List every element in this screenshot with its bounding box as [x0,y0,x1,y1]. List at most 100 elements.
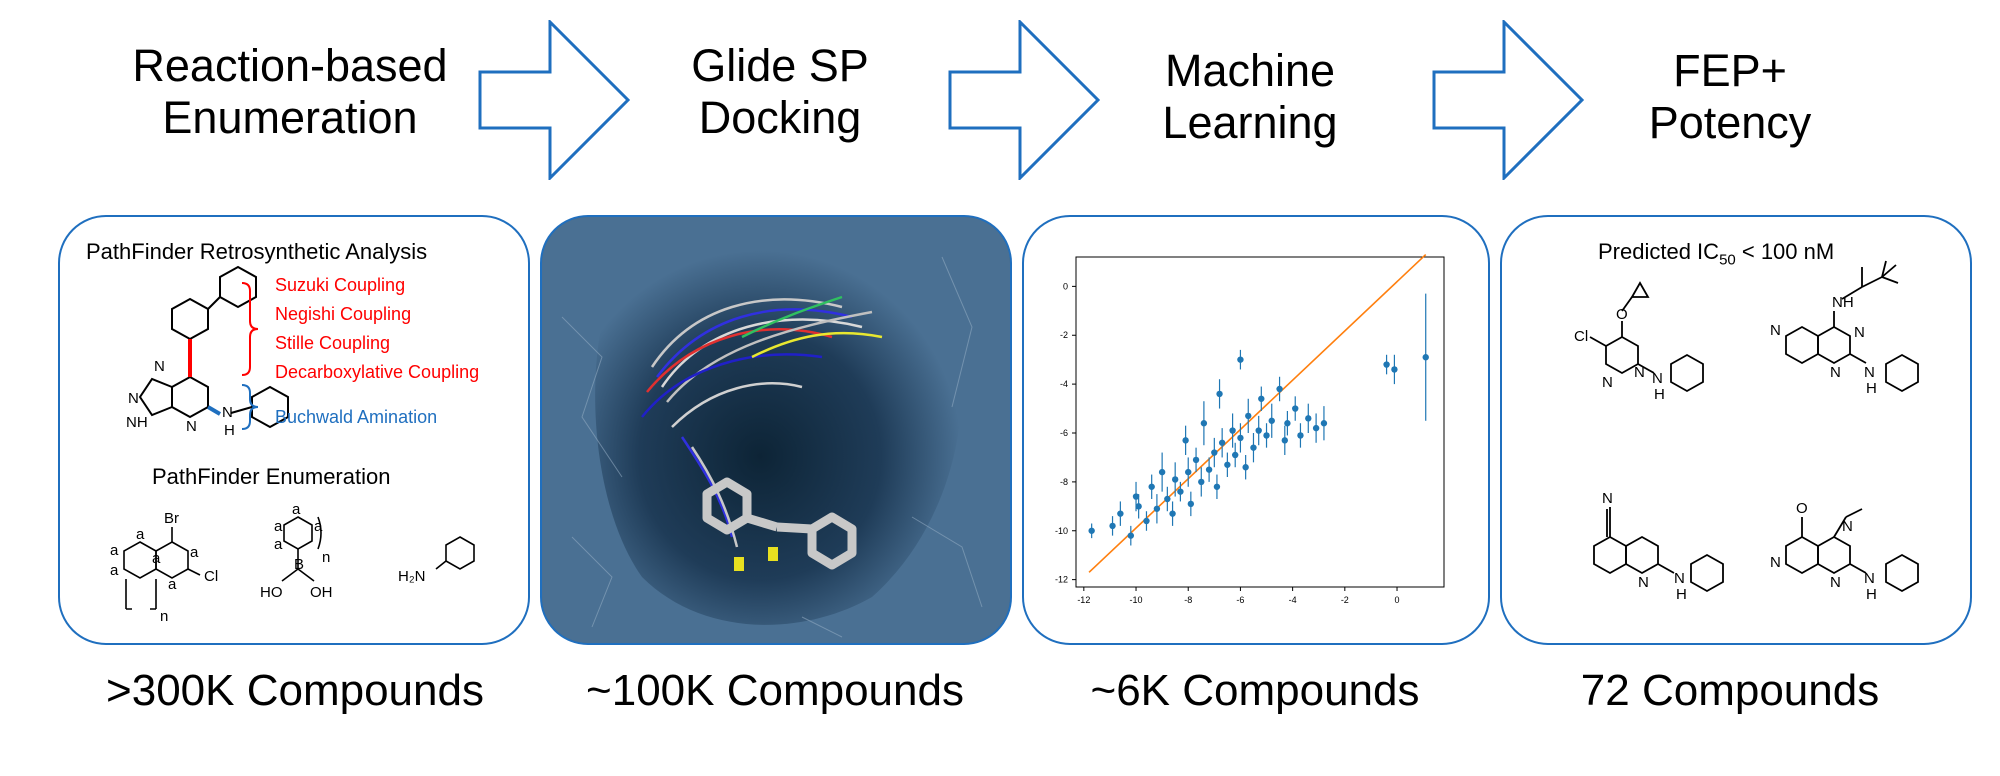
heading-subscript: 50 [1719,251,1736,269]
atom-label: N [1770,322,1781,339]
data-point [1213,483,1221,490]
atom-label: Cl [204,568,218,585]
panel-heading: PathFinder Retrosynthetic Analysis [86,239,428,264]
data-point [1224,461,1231,468]
x-tick-label: -8 [1184,595,1192,605]
reaction-suzuki: Suzuki Coupling [275,275,406,295]
flow-arrow-icon [478,20,630,180]
x-tick-label: -12 [1077,595,1090,605]
data-point [1312,424,1320,432]
y-tick-label: -8 [1060,477,1068,487]
stage-title-line1: Glide SP [691,40,869,91]
data-point [1281,437,1288,444]
atom-label: N [1854,324,1865,341]
data-point [1169,510,1176,517]
stage-title-fep: FEP+ Potency [1590,45,1870,149]
atom-label: N [154,358,165,375]
atom-label: H [1676,586,1687,603]
y-tick-label: -4 [1060,379,1068,389]
data-point [1127,532,1135,539]
amination-bond [206,405,222,416]
data-point [1135,503,1142,510]
ml-scatter-chart: -12 -10 -8 -6 -4 -2 0 0 -2 -4 -6 -8 -10 -12 [1055,253,1445,605]
y-tick-label: -2 [1060,330,1068,340]
atom-label: N [1652,370,1663,387]
data-point [1216,390,1223,398]
data-point [1182,437,1189,444]
atom-label: a [168,576,177,593]
atom-label: N [186,418,197,435]
data-point [1255,427,1262,434]
panel-subheading: PathFinder Enumeration [152,464,391,489]
atom-label: a [314,518,323,535]
atom-label: Br [164,510,179,527]
data-point [1237,356,1244,363]
atom-label: NH [126,414,148,431]
data-point [1185,468,1192,476]
data-point [1242,464,1249,471]
stage-title-line1: FEP+ [1673,45,1787,96]
count-docking: ~100K Compounds [586,666,964,715]
data-point [1276,385,1283,393]
data-point [1192,456,1200,464]
data-point [1229,427,1236,434]
reaction-buchwald: Buchwald Amination [275,407,438,427]
atom-label: N [1602,490,1613,507]
data-point [1263,432,1270,439]
atom-label: a [110,542,119,559]
flow-arrow-icon [1432,20,1584,180]
data-point [1158,468,1166,476]
data-point [1153,505,1161,512]
data-point [1187,500,1195,508]
atom-label: N [1830,364,1841,381]
stage-title-machine-learning: Machine Learning [1110,45,1390,149]
atom-label: NH [1832,294,1854,311]
atom-label: a [274,518,283,535]
atom-label: a [190,544,199,561]
y-tick-label: -6 [1060,428,1068,438]
atom-label: n [322,549,330,566]
data-point [1211,449,1218,456]
stage-title-line2: Potency [1648,97,1812,148]
atom-label: N [1770,554,1781,571]
data-point [1205,466,1213,473]
stage-title-line2: Docking [698,92,862,143]
count-fep: 72 Compounds [1580,666,1880,715]
data-point [1232,451,1239,459]
atom-label: N [128,390,139,407]
data-point [1320,420,1328,427]
reaction-negishi: Negishi Coupling [275,304,412,324]
heading-suffix: < 100 nM [1735,239,1835,264]
data-point [1391,366,1398,373]
x-tick-label: 0 [1395,595,1400,605]
data-point [1245,412,1252,420]
y-tick-label: 0 [1063,281,1068,291]
atom-label: N [222,404,233,421]
atom-label: N [1674,570,1685,587]
data-point [1218,439,1226,446]
data-point [1422,354,1429,361]
data-point [1250,444,1257,451]
biphenyl-purine-structure: N N NH N N H Br Cl a a a a a a n a a a a… [110,265,475,625]
count-machine-learning: ~6K Compounds [1090,666,1420,715]
stage-title-line1: Machine [1164,45,1336,96]
data-point [1132,493,1140,500]
x-tick-label: -10 [1130,595,1143,605]
atom-label: HO [260,584,283,601]
data-point [1268,417,1275,424]
data-point [1088,527,1095,534]
stage-title-docking: Glide SP Docking [640,40,920,144]
x-tick-label: -2 [1341,595,1349,605]
atom-label: N [1864,364,1875,381]
atom-label: H [1866,586,1877,603]
panel-machine-learning: -12 -10 -8 -6 -4 -2 0 0 -2 -4 -6 -8 -10 -12 [1022,215,1490,645]
count-enumeration: >300K Compounds [106,666,484,715]
panel-retrosynthesis: PathFinder Retrosynthetic Analysis [58,215,530,645]
atom-label: N [1638,574,1649,591]
stage-title-line2: Enumeration [162,92,418,143]
atom-label: H [224,422,235,439]
fit-line [1088,253,1427,573]
heading-prefix: Predicted IC [1598,239,1720,264]
stage-title-enumeration: Reaction-based Enumeration [100,40,480,144]
x-tick-label: -6 [1236,595,1244,605]
